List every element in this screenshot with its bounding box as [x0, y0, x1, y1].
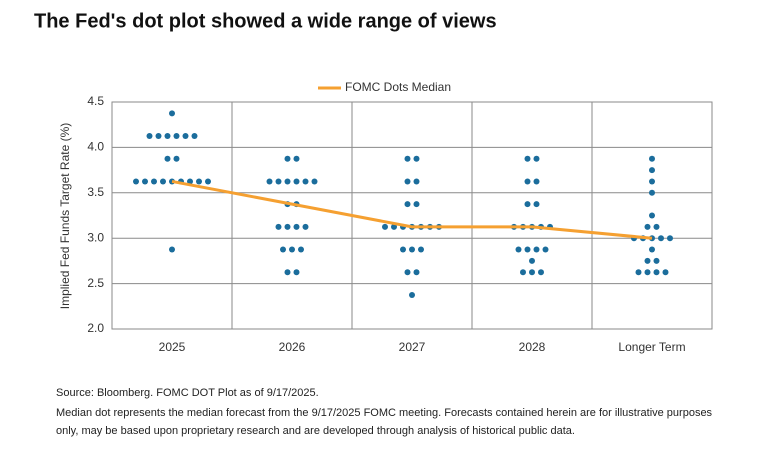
- dot: [293, 155, 300, 162]
- dot: [404, 178, 411, 185]
- dot: [524, 178, 531, 185]
- dot: [418, 246, 424, 253]
- dot: [284, 223, 291, 230]
- dot: [644, 223, 651, 230]
- dot: [173, 133, 180, 140]
- median-line: [171, 179, 653, 240]
- dot: [284, 178, 291, 185]
- dot: [520, 269, 526, 276]
- y-tick-label: 3.0: [87, 230, 104, 244]
- dot: [635, 269, 642, 276]
- dot: [533, 155, 540, 162]
- dot: [413, 155, 420, 162]
- dot: [413, 201, 420, 208]
- dot: [133, 178, 139, 185]
- dot: [524, 155, 531, 162]
- dot: [404, 155, 411, 162]
- y-tick-label: 4.0: [87, 140, 104, 154]
- dot: [169, 246, 175, 253]
- dot: [187, 178, 193, 185]
- x-tick-label: 2026: [279, 340, 306, 354]
- dot: [667, 235, 673, 242]
- dot: [409, 246, 415, 253]
- dot: [538, 269, 544, 276]
- dot: [280, 246, 286, 253]
- dot: [146, 133, 153, 140]
- dot: [515, 246, 522, 253]
- dot: [662, 269, 669, 276]
- dot: [649, 212, 655, 219]
- legend-label: FOMC Dots Median: [345, 80, 451, 94]
- dot: [266, 178, 273, 185]
- y-tick-label: 3.5: [87, 185, 104, 199]
- dot: [404, 269, 411, 276]
- dot: [284, 269, 291, 276]
- x-tick-label: Longer Term: [618, 340, 685, 354]
- dot: [413, 269, 420, 276]
- y-axis-label: Implied Fed Funds Target Rate (%): [58, 123, 72, 310]
- dot: [284, 155, 291, 162]
- dot: [533, 246, 540, 253]
- dot: [653, 223, 660, 230]
- dot: [649, 178, 655, 185]
- x-tick-label: 2028: [519, 340, 546, 354]
- dot: [533, 201, 540, 208]
- dot: [191, 133, 198, 140]
- dot: [182, 133, 189, 140]
- footnote: only, may be based upon proprietary rese…: [56, 425, 575, 437]
- dot: [293, 269, 300, 276]
- y-tick-label: 2.0: [87, 321, 104, 335]
- dot: [289, 246, 295, 253]
- dot: [649, 167, 655, 174]
- dot: [658, 235, 664, 242]
- dot: [302, 178, 309, 185]
- dot: [205, 178, 211, 185]
- dot: [649, 155, 655, 162]
- x-tick-label: 2027: [399, 340, 426, 354]
- dot: [160, 178, 166, 185]
- dot: [644, 269, 651, 276]
- y-tick-label: 4.5: [87, 94, 104, 108]
- dot: [649, 246, 655, 253]
- footnote: Median dot represents the median forecas…: [56, 407, 713, 419]
- dot: [155, 133, 162, 140]
- dot: [275, 223, 282, 230]
- dot: [524, 201, 531, 208]
- dot: [404, 201, 411, 208]
- dot: [391, 223, 397, 230]
- dot: [196, 178, 202, 185]
- dot: [529, 269, 535, 276]
- dot: [311, 178, 318, 185]
- dot: [653, 269, 660, 276]
- dot: [164, 133, 171, 140]
- dot: [293, 178, 300, 185]
- dot: [542, 246, 549, 253]
- chart-title: The Fed's dot plot showed a wide range o…: [34, 10, 497, 32]
- dot: [151, 178, 157, 185]
- dot: [293, 223, 300, 230]
- dot: [649, 189, 655, 196]
- dot: [275, 178, 282, 185]
- y-tick-label: 2.5: [87, 276, 104, 290]
- dot: [644, 257, 651, 264]
- x-tick-label: 2025: [159, 340, 186, 354]
- dot: [533, 178, 540, 185]
- dot: [382, 223, 388, 230]
- dot: [302, 223, 309, 230]
- dot: [169, 110, 175, 117]
- dot: [413, 178, 420, 185]
- dot: [142, 178, 148, 185]
- dot: [409, 291, 415, 298]
- dot: [164, 155, 171, 162]
- dot: [524, 246, 531, 253]
- dot: [529, 257, 535, 264]
- dot: [298, 246, 304, 253]
- source: Source: Bloomberg. FOMC DOT Plot as of 9…: [56, 387, 319, 399]
- dot: [653, 257, 660, 264]
- dot: [173, 155, 180, 162]
- dot: [400, 246, 406, 253]
- plot-frame: [111, 101, 713, 330]
